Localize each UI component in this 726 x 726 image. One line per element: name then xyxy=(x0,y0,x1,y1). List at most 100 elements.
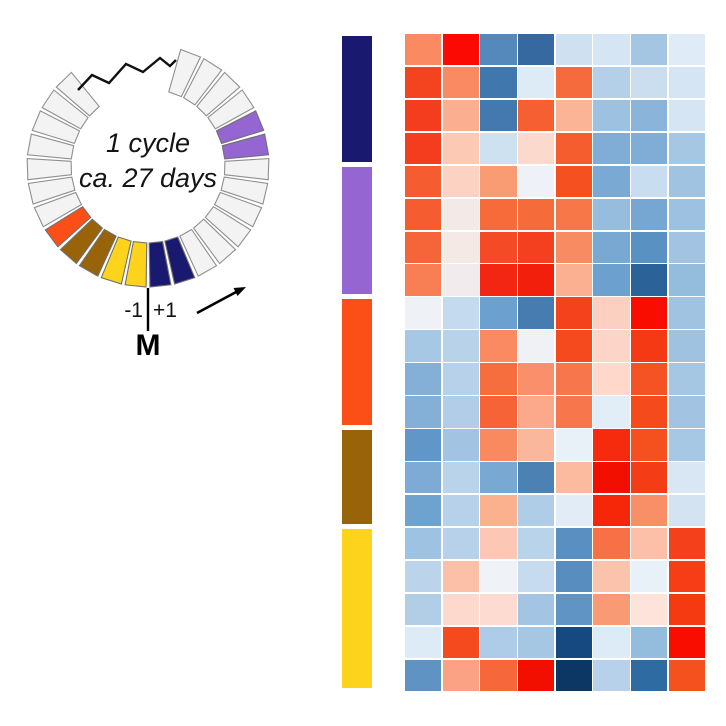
heatmap-cell xyxy=(480,396,517,428)
heatmap-cell xyxy=(668,593,705,626)
heatmap-cell xyxy=(631,560,668,593)
heatmap-cell xyxy=(480,66,517,99)
heatmap-cell xyxy=(555,429,592,461)
heatmap-cell xyxy=(631,593,668,626)
heatmap-cell xyxy=(405,560,442,593)
cycle-label-line2: ca. 27 days xyxy=(79,163,217,193)
heatmap-cell xyxy=(518,527,555,560)
heatmap-cell xyxy=(442,396,479,428)
heatmap-cell xyxy=(668,99,705,132)
heatmap-cell xyxy=(405,297,442,329)
heatmap-cell xyxy=(555,494,592,527)
heatmap-cell xyxy=(668,297,705,329)
heatmap-cell xyxy=(555,626,592,659)
heatmap-cell xyxy=(442,99,479,132)
cycle-segment-white xyxy=(33,191,83,228)
cycle-segment-white xyxy=(179,228,218,277)
heatmap-cell xyxy=(593,626,630,659)
heatmap-cell xyxy=(555,99,592,132)
heatmap-cell xyxy=(518,297,555,329)
moon-label: M xyxy=(136,329,161,362)
heatmap-cell xyxy=(518,330,555,362)
cycle-segment-yellow xyxy=(100,236,132,285)
heatmap-cell xyxy=(555,165,592,198)
heatmap-cell xyxy=(405,198,442,231)
heatmap-cell xyxy=(480,527,517,560)
heatmap-cell xyxy=(442,363,479,395)
heatmap-cell xyxy=(668,330,705,362)
heatmap-cell xyxy=(668,66,705,99)
heatmap-cell xyxy=(668,198,705,231)
cycle-segment-white xyxy=(192,218,237,265)
heatmap-cell xyxy=(631,527,668,560)
heatmap-cell xyxy=(593,165,630,198)
phase-block-orange xyxy=(342,298,372,426)
heatmap-cell xyxy=(480,198,517,231)
heatmap-cell xyxy=(405,264,442,296)
heatmap-cell xyxy=(593,363,630,395)
heatmap-cell xyxy=(668,626,705,659)
heatmap-cell xyxy=(668,396,705,428)
heatmap-cell xyxy=(555,34,592,66)
heatmap-cell xyxy=(442,132,479,165)
heatmap-cell xyxy=(668,560,705,593)
cycle-segment-white xyxy=(204,205,252,248)
heatmap-cell xyxy=(631,494,668,527)
phase-block-purple xyxy=(342,167,372,294)
minus-one-label: -1 xyxy=(124,299,143,322)
cycle-segment-white xyxy=(213,191,263,228)
heatmap-cell xyxy=(405,132,442,165)
heatmap-cell xyxy=(518,165,555,198)
heatmap-cell xyxy=(593,264,630,296)
heatmap-cell xyxy=(518,560,555,593)
heatmap-cell xyxy=(405,99,442,132)
heatmap-cell xyxy=(442,297,479,329)
heatmap-cell xyxy=(593,34,630,66)
heatmap-cell xyxy=(631,363,668,395)
heatmap-cell xyxy=(593,198,630,231)
heatmap-cell xyxy=(593,66,630,99)
cycle-segment-white xyxy=(168,48,202,98)
heatmap-cell xyxy=(668,429,705,461)
heatmap-cell xyxy=(555,66,592,99)
cycle-segment-orange xyxy=(44,205,92,248)
heatmap-cell xyxy=(555,363,592,395)
heatmap-cell xyxy=(668,494,705,527)
heatmap-cell xyxy=(668,363,705,395)
cycle-segment-white xyxy=(223,158,270,181)
heatmap-cell xyxy=(631,429,668,461)
heatmap-cell xyxy=(480,297,517,329)
heatmap-cell xyxy=(480,494,517,527)
heatmap-cell xyxy=(442,494,479,527)
heatmap-cell xyxy=(593,527,630,560)
heatmap-cell xyxy=(442,264,479,296)
heatmap-cell xyxy=(593,659,630,691)
heatmap-cell xyxy=(593,429,630,461)
heatmap-cell xyxy=(442,527,479,560)
cycle-segment-white xyxy=(27,176,76,205)
heatmap-cell xyxy=(442,659,479,691)
cycle-segment-white xyxy=(196,71,241,117)
heatmap-cell xyxy=(555,396,592,428)
cycle-segment-white xyxy=(26,133,75,160)
heatmap-cell xyxy=(555,527,592,560)
heatmap-cell xyxy=(442,462,479,494)
heatmap-cell xyxy=(518,396,555,428)
heatmap-cell xyxy=(555,231,592,263)
heatmap-cell xyxy=(555,264,592,296)
heatmap-cell xyxy=(668,231,705,263)
heatmap-cell xyxy=(593,297,630,329)
cycle-segment-white xyxy=(31,110,81,145)
heatmap-cell xyxy=(442,198,479,231)
heatmap-cell xyxy=(518,132,555,165)
heatmap-cell xyxy=(480,363,517,395)
heatmap-cell xyxy=(480,462,517,494)
cycle-segment-white xyxy=(26,158,73,181)
heatmap-cell xyxy=(555,198,592,231)
heatmap-cell xyxy=(480,330,517,362)
phase-color-bar xyxy=(342,0,372,726)
cycle-segment-white xyxy=(182,57,223,106)
cycle-segment-yellow xyxy=(124,241,148,288)
heatmap-cell xyxy=(405,659,442,691)
